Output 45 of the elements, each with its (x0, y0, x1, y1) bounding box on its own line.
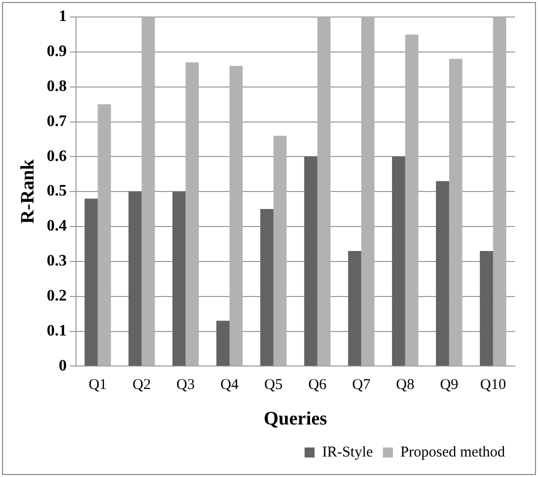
bar (128, 192, 142, 366)
x-tick-label: Q5 (264, 377, 283, 394)
y-tick-label: 0.3 (46, 252, 67, 270)
bar (493, 17, 506, 366)
y-axis-title: R-Rank (17, 158, 38, 224)
bar (449, 58, 462, 366)
bar (392, 156, 406, 366)
x-axis-title: Queries (264, 408, 328, 430)
x-tick-label: Q9 (440, 377, 458, 394)
bar (186, 62, 199, 366)
y-tick-label: 0.6 (46, 148, 67, 165)
x-tick-label: Q4 (220, 377, 240, 394)
x-tick-label: Q7 (352, 377, 371, 394)
bar (230, 66, 243, 366)
y-tick-label: 0.5 (46, 182, 67, 200)
legend-label: IR-Style (322, 444, 374, 460)
bar (172, 192, 186, 366)
y-tick-label: 0.2 (46, 288, 67, 304)
y-tick-label: 0.7 (46, 112, 67, 130)
bar (317, 17, 331, 366)
y-tick-label: 0.8 (46, 78, 67, 95)
bar (436, 181, 450, 366)
y-tick-label: 0 (58, 357, 67, 374)
x-tick-label: Q3 (176, 377, 195, 394)
x-tick-label: Q8 (396, 377, 414, 394)
x-tick-label: Q6 (308, 377, 328, 394)
bar (361, 17, 374, 366)
y-tick-label: 0.9 (46, 43, 67, 60)
bar (304, 156, 318, 366)
y-tick-label: 0.4 (46, 218, 67, 235)
x-tick-label: Q10 (480, 377, 506, 394)
legend-label: Proposed method (400, 444, 506, 460)
y-tick-label: 1 (58, 8, 67, 26)
bar (98, 104, 111, 366)
bar (405, 34, 418, 366)
bar (480, 250, 494, 366)
bar (273, 136, 287, 366)
x-tick-label: Q1 (88, 377, 107, 394)
bar (260, 209, 274, 366)
bar (348, 250, 362, 366)
bar (84, 198, 98, 366)
y-tick-label: 0.1 (46, 322, 67, 340)
x-tick-label: Q2 (132, 377, 151, 394)
bar (142, 17, 155, 366)
bar (216, 320, 230, 366)
